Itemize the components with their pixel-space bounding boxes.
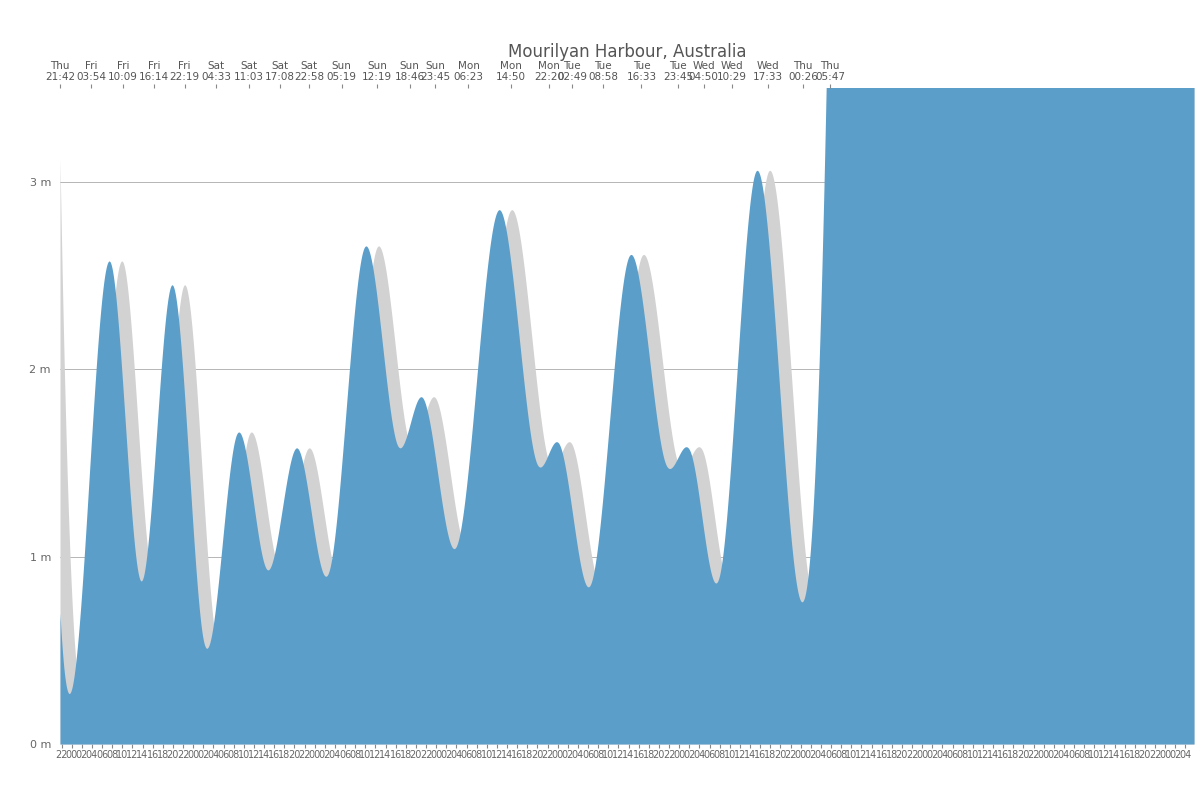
Title: Mourilyan Harbour, Australia: Mourilyan Harbour, Australia xyxy=(508,43,746,61)
